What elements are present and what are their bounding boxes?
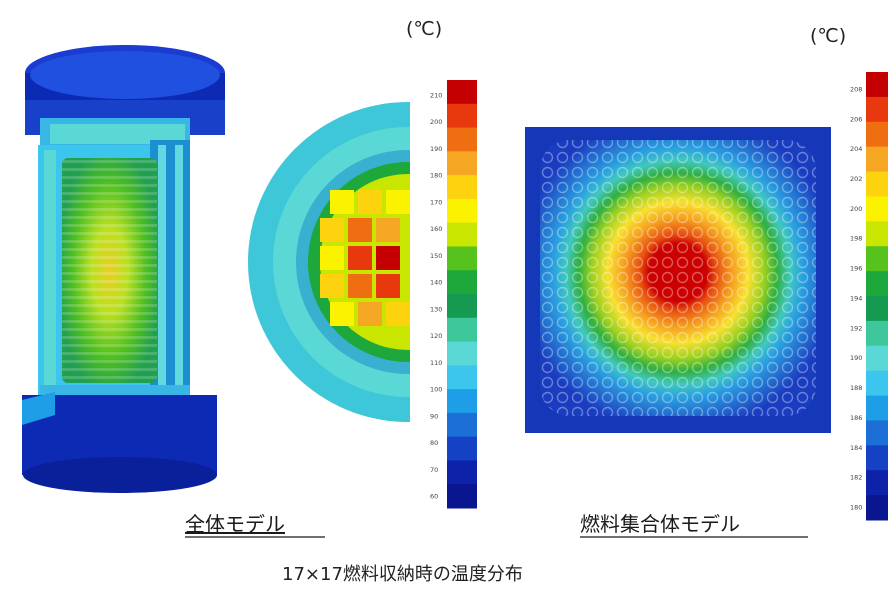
scale-tick-label: 206	[850, 115, 862, 123]
right-unit-label: (℃)	[810, 25, 846, 47]
scale-tick-label: 170	[430, 198, 442, 206]
scale-tick-label: 196	[850, 265, 862, 273]
scale-tick-label: 120	[430, 332, 442, 340]
scale-tick-label: 210	[430, 91, 442, 99]
scale-tick-label: 180	[850, 504, 862, 512]
scale-color-cell	[447, 222, 477, 247]
left-temperature-scale: 210 200 190 180 170 160 150 140 130 120 110 100 90 80…	[426, 76, 479, 512]
scale-tick-label: 160	[430, 225, 442, 233]
scale-color-cell	[866, 221, 888, 247]
scale-color-cell	[866, 395, 888, 421]
scale-color-cell	[866, 171, 888, 197]
cask-cross-section	[248, 102, 410, 422]
scale-color-cell	[447, 341, 477, 366]
scale-color-cell	[866, 370, 888, 397]
fuel-assembly-model	[525, 127, 831, 433]
scale-color-cell	[447, 127, 477, 152]
scale-color-cell	[866, 420, 888, 446]
scale-color-cell	[866, 196, 888, 222]
scale-color-cell	[866, 246, 888, 272]
scale-color-cell	[447, 80, 477, 105]
scale-tick-label: 194	[850, 294, 862, 302]
scale-color-cell	[447, 294, 477, 319]
scale-color-cell	[447, 389, 477, 414]
scale-tick-label: 190	[430, 145, 442, 153]
scale-tick-label: 90	[430, 412, 438, 420]
scale-tick-label: 188	[850, 384, 862, 392]
scale-color-cell	[866, 121, 888, 148]
scale-tick-label: 70	[430, 466, 438, 474]
scale-tick-label: 140	[430, 279, 442, 287]
scale-color-cell	[447, 460, 477, 485]
scale-color-cell	[447, 317, 477, 343]
scale-tick-label: 186	[850, 414, 862, 422]
scale-tick-label: 200	[430, 118, 442, 126]
assembly-model-caption: 燃料集合体モデル	[580, 512, 740, 536]
scale-color-cell	[866, 495, 888, 521]
scale-color-cell	[447, 365, 477, 390]
scale-color-cell	[447, 412, 477, 438]
scale-color-cell	[866, 271, 888, 297]
scale-color-cell	[447, 270, 477, 295]
cross-section-cells	[320, 190, 410, 326]
scale-color-cell	[866, 345, 888, 372]
scale-tick-label: 192	[850, 324, 862, 332]
scale-color-cell	[447, 151, 477, 176]
scale-color-cell	[447, 436, 477, 461]
scale-tick-label: 180	[430, 172, 442, 180]
scale-color-cell	[447, 175, 477, 200]
scale-tick-label: 110	[430, 359, 442, 367]
scale-color-cell	[866, 72, 888, 98]
scale-tick-label: 204	[850, 145, 862, 153]
cask-model-3d	[22, 45, 225, 493]
right-temperature-scale: 208 206 204 202 200 198 196 194 192 190 188 186 184 1…	[846, 68, 888, 524]
scale-color-cell	[447, 103, 477, 129]
scale-color-cell	[866, 296, 888, 322]
scale-color-cell	[866, 96, 888, 123]
figure-title: 17×17燃料収納時の温度分布	[282, 564, 523, 585]
scale-tick-label: 150	[430, 252, 442, 260]
scale-color-cell	[447, 198, 477, 224]
scale-color-cell	[866, 320, 888, 347]
scale-tick-label: 202	[850, 175, 862, 183]
scale-tick-label: 198	[850, 235, 862, 243]
scale-tick-label: 190	[850, 354, 862, 362]
scale-tick-label: 60	[430, 493, 438, 501]
scale-tick-label: 200	[850, 205, 862, 213]
scale-tick-label: 182	[850, 474, 862, 482]
left-unit-label: (℃)	[406, 18, 442, 40]
scale-color-cell	[447, 484, 477, 509]
scale-tick-label: 80	[430, 439, 438, 447]
scale-tick-label: 100	[430, 386, 442, 394]
scale-color-cell	[866, 445, 888, 471]
scale-tick-label: 208	[850, 85, 862, 93]
scale-color-cell	[447, 246, 477, 271]
whole-model-caption: 全体モデル	[185, 512, 285, 536]
scale-tick-label: 130	[430, 305, 442, 313]
scale-tick-label: 184	[850, 444, 862, 452]
scale-color-cell	[866, 470, 888, 496]
scale-color-cell	[866, 146, 888, 173]
